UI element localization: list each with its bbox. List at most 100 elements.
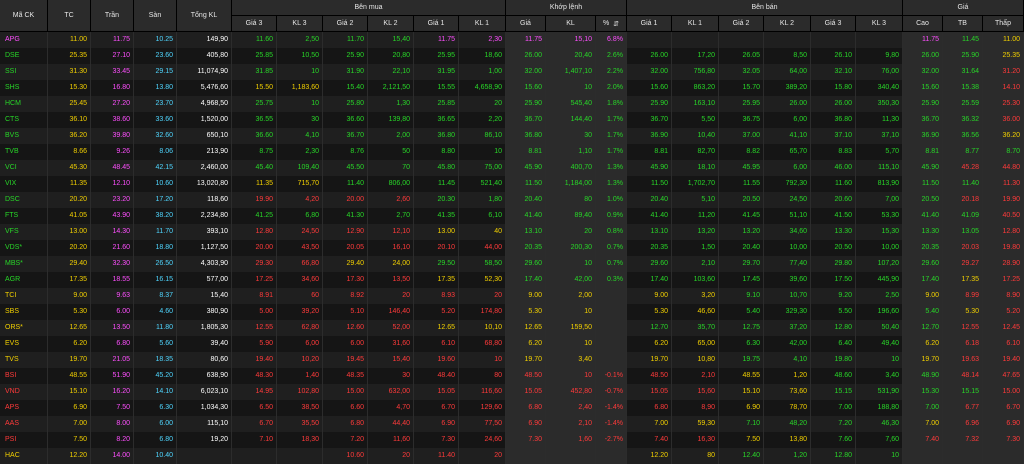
- ask-price-2-cell[interactable]: 7.10: [719, 416, 764, 432]
- ask-price-2-cell[interactable]: 26.05: [719, 48, 764, 64]
- bid-price-1-cell[interactable]: 5.20: [414, 304, 459, 320]
- bid-price-3-cell[interactable]: 41.25: [232, 208, 277, 224]
- bid-price-2-cell[interactable]: 29.40: [323, 256, 368, 272]
- ask-price-1-cell[interactable]: 7.40: [627, 432, 672, 448]
- bid-price-1-cell[interactable]: 8.80: [414, 144, 459, 160]
- bid-price-3-cell[interactable]: 12.80: [232, 224, 277, 240]
- bid-price-1-cell[interactable]: 36.65: [414, 112, 459, 128]
- ask-price-2-cell[interactable]: 13.20: [719, 224, 764, 240]
- col-header-bid-vol-3[interactable]: KL 3: [277, 16, 323, 32]
- ask-price-3-cell[interactable]: 37.10: [811, 128, 856, 144]
- ask-price-1-cell[interactable]: 13.10: [627, 224, 672, 240]
- bid-price-2-cell[interactable]: 41.30: [323, 208, 368, 224]
- ask-price-2-cell[interactable]: 6.30: [719, 336, 764, 352]
- col-header-bid-price-1[interactable]: Giá 1: [414, 16, 459, 32]
- bid-price-2-cell[interactable]: 45.50: [323, 160, 368, 176]
- symbol-cell[interactable]: BSI: [0, 368, 48, 384]
- ask-price-2-cell[interactable]: 6.90: [719, 400, 764, 416]
- ask-price-1-cell[interactable]: 36.70: [627, 112, 672, 128]
- ask-price-1-cell[interactable]: 20.35: [627, 240, 672, 256]
- ask-price-2-cell[interactable]: 25.95: [719, 96, 764, 112]
- table-row[interactable]: EVS 6.20 6.80 5.60 39,40 5.90 6,00 6.00 31,60 6.1…: [0, 336, 1024, 352]
- bid-price-3-cell[interactable]: 8.75: [232, 144, 277, 160]
- ask-price-3-cell[interactable]: 15.80: [811, 80, 856, 96]
- ask-price-1-cell[interactable]: 15.60: [627, 80, 672, 96]
- table-row[interactable]: HCM 25.45 27.20 23.70 4,968,50 25.75 10 25.80 1,…: [0, 96, 1024, 112]
- bid-price-2-cell[interactable]: 36.60: [323, 112, 368, 128]
- ask-price-3-cell[interactable]: 19.80: [811, 352, 856, 368]
- symbol-cell[interactable]: AGR: [0, 272, 48, 288]
- symbol-cell[interactable]: MBS*: [0, 256, 48, 272]
- ask-price-1-cell[interactable]: 19.70: [627, 352, 672, 368]
- bid-price-3-cell[interactable]: 25.85: [232, 48, 277, 64]
- bid-price-3-cell[interactable]: 11.60: [232, 32, 277, 48]
- bid-price-1-cell[interactable]: 17.35: [414, 272, 459, 288]
- bid-price-1-cell[interactable]: 6.70: [414, 400, 459, 416]
- ask-price-2-cell[interactable]: 36.75: [719, 112, 764, 128]
- bid-price-2-cell[interactable]: 10.60: [323, 448, 368, 464]
- ask-price-1-cell[interactable]: 15.05: [627, 384, 672, 400]
- ask-price-3-cell[interactable]: 36.80: [811, 112, 856, 128]
- bid-price-2-cell[interactable]: 25.80: [323, 96, 368, 112]
- table-row[interactable]: APS 6.90 7.50 6.30 1,034,30 6.50 38,50 6.60 4,70…: [0, 400, 1024, 416]
- ask-price-1-cell[interactable]: 25.90: [627, 96, 672, 112]
- bid-price-3-cell[interactable]: 29.30: [232, 256, 277, 272]
- ask-price-3-cell[interactable]: 41.50: [811, 208, 856, 224]
- bid-price-1-cell[interactable]: 41.35: [414, 208, 459, 224]
- ask-price-3-cell[interactable]: 13.30: [811, 224, 856, 240]
- col-header-ceiling[interactable]: Trần: [91, 0, 134, 32]
- ask-price-1-cell[interactable]: 6.20: [627, 336, 672, 352]
- col-header-bid-price-3[interactable]: Giá 3: [232, 16, 277, 32]
- symbol-cell[interactable]: VND: [0, 384, 48, 400]
- bid-price-1-cell[interactable]: 11.45: [414, 176, 459, 192]
- symbol-cell[interactable]: VDS*: [0, 240, 48, 256]
- ask-price-2-cell[interactable]: 20.40: [719, 240, 764, 256]
- ask-price-1-cell[interactable]: 12.70: [627, 320, 672, 336]
- table-row[interactable]: VCI 45.30 48.45 42.15 2,460,00 45.40 109,40 45.…: [0, 160, 1024, 176]
- bid-price-2-cell[interactable]: 7.20: [323, 432, 368, 448]
- col-header-change-pct[interactable]: % ⇵: [596, 16, 627, 32]
- bid-price-1-cell[interactable]: 36.80: [414, 128, 459, 144]
- bid-price-2-cell[interactable]: 5.10: [323, 304, 368, 320]
- ask-price-3-cell[interactable]: 26.00: [811, 96, 856, 112]
- bid-price-1-cell[interactable]: 6.10: [414, 336, 459, 352]
- table-row[interactable]: AAS 7.00 8.00 6.00 115,10 6.70 35,50 6.80 44,40 6…: [0, 416, 1024, 432]
- ask-price-2-cell[interactable]: [719, 32, 764, 48]
- ask-price-3-cell[interactable]: 11.60: [811, 176, 856, 192]
- symbol-cell[interactable]: APS: [0, 400, 48, 416]
- bid-price-2-cell[interactable]: 15.00: [323, 384, 368, 400]
- ask-price-3-cell[interactable]: 48.60: [811, 368, 856, 384]
- col-header-bid-vol-1[interactable]: KL 1: [459, 16, 506, 32]
- ask-price-2-cell[interactable]: 32.05: [719, 64, 764, 80]
- bid-price-2-cell[interactable]: 20.05: [323, 240, 368, 256]
- bid-price-3-cell[interactable]: 36.55: [232, 112, 277, 128]
- col-header-total-volume[interactable]: Tổng KL: [177, 0, 232, 32]
- symbol-cell[interactable]: SBS: [0, 304, 48, 320]
- ask-price-1-cell[interactable]: [627, 32, 672, 48]
- ask-price-2-cell[interactable]: 17.45: [719, 272, 764, 288]
- bid-price-2-cell[interactable]: 12.60: [323, 320, 368, 336]
- bid-price-2-cell[interactable]: 6.00: [323, 336, 368, 352]
- symbol-cell[interactable]: FTS: [0, 208, 48, 224]
- symbol-cell[interactable]: EVS: [0, 336, 48, 352]
- table-row[interactable]: VDS* 20.20 21.60 18.80 1,127,50 20.00 43,50 20.…: [0, 240, 1024, 256]
- ask-price-1-cell[interactable]: 41.40: [627, 208, 672, 224]
- bid-price-2-cell[interactable]: 48.35: [323, 368, 368, 384]
- symbol-cell[interactable]: VCI: [0, 160, 48, 176]
- bid-price-2-cell[interactable]: 8.76: [323, 144, 368, 160]
- ask-price-2-cell[interactable]: 12.75: [719, 320, 764, 336]
- col-header-ask-vol-1[interactable]: KL 1: [672, 16, 719, 32]
- table-row[interactable]: CTS 36.10 38.60 33.60 1,520,00 36.55 30 36.60 13…: [0, 112, 1024, 128]
- ask-price-1-cell[interactable]: 29.60: [627, 256, 672, 272]
- bid-price-2-cell[interactable]: 12.90: [323, 224, 368, 240]
- ask-price-3-cell[interactable]: 9.20: [811, 288, 856, 304]
- col-header-match-volume[interactable]: KL: [546, 16, 596, 32]
- ask-price-1-cell[interactable]: 6.80: [627, 400, 672, 416]
- bid-price-3-cell[interactable]: 12.55: [232, 320, 277, 336]
- ask-price-3-cell[interactable]: 7.60: [811, 432, 856, 448]
- bid-price-1-cell[interactable]: 31.95: [414, 64, 459, 80]
- ask-price-3-cell[interactable]: 7.20: [811, 416, 856, 432]
- col-header-average[interactable]: TB: [943, 16, 983, 32]
- bid-price-3-cell[interactable]: 19.90: [232, 192, 277, 208]
- bid-price-1-cell[interactable]: 45.80: [414, 160, 459, 176]
